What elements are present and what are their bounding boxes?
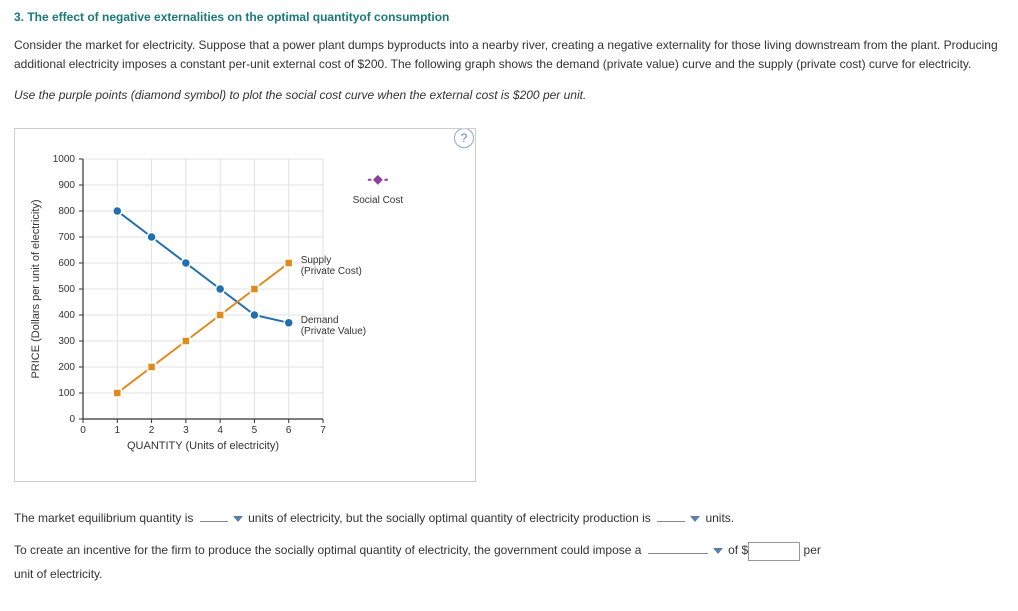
question-instruction: Use the purple points (diamond symbol) t…	[14, 88, 1004, 102]
text: of	[728, 543, 738, 557]
svg-text:4: 4	[217, 425, 223, 436]
text: To create an incentive for the firm to p…	[14, 543, 641, 557]
chart-box[interactable]: 0 1 2 3 4 5 6 7 0 100 200 300 400 500 600 700 800 900 1000…	[14, 128, 476, 482]
blank-2	[657, 521, 685, 522]
amount-input[interactable]	[748, 542, 800, 561]
svg-text:Social Cost: Social Cost	[353, 196, 404, 207]
text: units of electricity, but the socially o…	[248, 511, 651, 525]
text: unit of electricity.	[14, 567, 102, 581]
dropdown-arrow-icon[interactable]	[713, 548, 723, 554]
svg-text:3: 3	[183, 425, 189, 436]
text: The market equilibrium quantity is	[14, 511, 193, 525]
svg-text:500: 500	[58, 284, 75, 295]
fillin-line-1: The market equilibrium quantity is units…	[14, 506, 1004, 530]
svg-text:7: 7	[320, 425, 326, 436]
blank-1	[200, 521, 228, 522]
svg-text:900: 900	[58, 180, 75, 191]
fillin-line-2: To create an incentive for the firm to p…	[14, 538, 1004, 586]
svg-text:0: 0	[69, 414, 75, 425]
svg-text:5: 5	[252, 425, 258, 436]
svg-text:Demand: Demand	[301, 315, 339, 326]
svg-text:400: 400	[58, 310, 75, 321]
svg-text:600: 600	[58, 258, 75, 269]
svg-text:(Private Cost): (Private Cost)	[301, 266, 362, 277]
question-title: 3. The effect of negative externalities …	[14, 10, 1004, 24]
svg-text:0: 0	[80, 425, 86, 436]
svg-text:2: 2	[149, 425, 155, 436]
dropdown-arrow-icon[interactable]	[233, 516, 243, 522]
money-prefix: $	[741, 543, 748, 557]
svg-text:QUANTITY (Units of electricity: QUANTITY (Units of electricity)	[127, 440, 279, 452]
chart-svg[interactable]: 0 1 2 3 4 5 6 7 0 100 200 300 400 500 600 700 800 900 1000…	[23, 149, 443, 469]
dropdown-arrow-icon[interactable]	[690, 516, 700, 522]
svg-text:200: 200	[58, 362, 75, 373]
svg-text:(Private Value): (Private Value)	[301, 326, 366, 337]
question-paragraph: Consider the market for electricity. Sup…	[14, 36, 1004, 74]
svg-text:Supply: Supply	[301, 255, 332, 266]
svg-text:100: 100	[58, 388, 75, 399]
chart-container: ? 01234567010020030040050060070080090010…	[14, 128, 474, 482]
svg-text:300: 300	[58, 336, 75, 347]
text: units.	[705, 511, 734, 525]
text: per	[804, 543, 821, 557]
svg-text:800: 800	[58, 206, 75, 217]
svg-text:1000: 1000	[53, 154, 76, 165]
svg-text:700: 700	[58, 232, 75, 243]
svg-text:PRICE (Dollars per unit of ele: PRICE (Dollars per unit of electricity)	[30, 200, 42, 379]
blank-3	[648, 553, 708, 554]
svg-text:1: 1	[115, 425, 121, 436]
svg-text:6: 6	[286, 425, 292, 436]
